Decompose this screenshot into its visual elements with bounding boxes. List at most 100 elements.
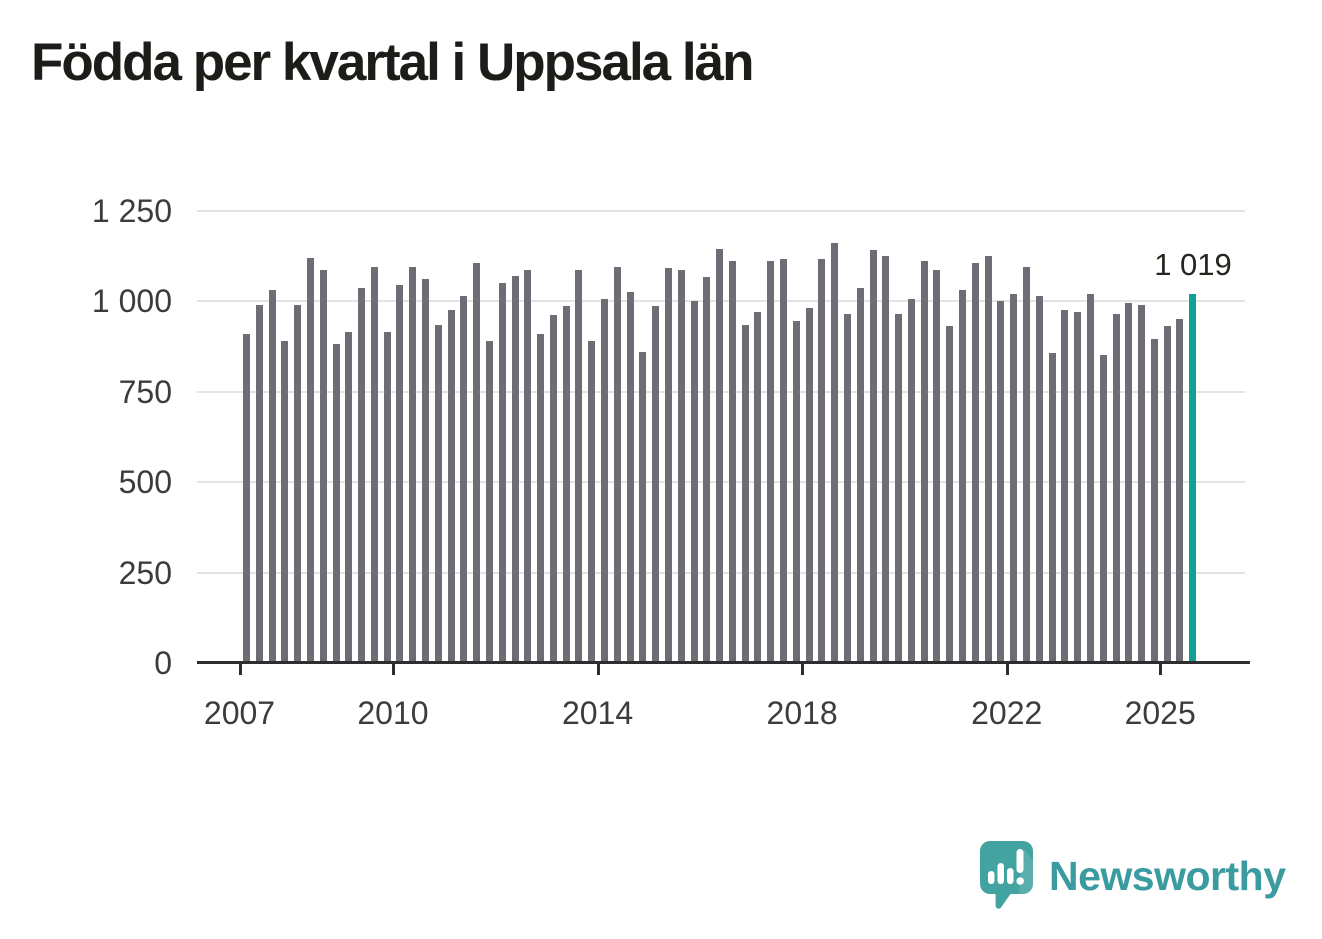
bar-2011 kv1 (447, 310, 455, 663)
x-axis-tick-2022 (1005, 664, 1009, 675)
bar-2012 kv4 (537, 333, 545, 663)
speech-bubble-bar-chart-icon (980, 841, 1033, 909)
bar-2021 kv2 (971, 262, 979, 663)
bar-2014 kv1 (601, 299, 609, 663)
bar-2013 kv2 (562, 306, 570, 663)
bar-2007 kv3 (268, 290, 276, 663)
x-axis-tick-2010 (391, 664, 395, 675)
y-axis-tick-label: 250 (118, 554, 172, 591)
bar-2015 kv4 (690, 301, 698, 663)
bar-2007 kv1 (243, 333, 250, 663)
bar-2020 kv2 (920, 261, 928, 663)
bar-2017 kv4 (792, 320, 800, 663)
x-axis-tick-label: 2022 (971, 695, 1043, 731)
x-axis-tick-2014 (596, 664, 600, 675)
bar-2017 kv3 (780, 259, 788, 663)
x-axis-tick-2018 (801, 664, 805, 675)
y-axis-tick-label: 500 (118, 464, 172, 500)
bar-2008 kv3 (319, 270, 327, 663)
bar-2022 kv2 (1023, 266, 1030, 663)
y-axis-tick-label: 0 (154, 645, 172, 681)
bar-2015 kv2 (664, 268, 672, 663)
bar-2011 kv3 (473, 262, 481, 663)
bar-2010 kv3 (422, 279, 430, 663)
x-axis-tick-label: 2018 (766, 695, 838, 731)
bar-2015 kv1 (652, 306, 660, 663)
brand-name: Newsworthy (1049, 852, 1286, 899)
bar-2024 kv1 (1112, 313, 1120, 663)
bar-2022 kv1 (1010, 293, 1018, 663)
bar-2010 kv2 (409, 266, 417, 663)
page-title: Födda per kvartal i Uppsala län (31, 33, 754, 92)
bar-2007 kv2 (255, 304, 263, 663)
bar-2024 kv2 (1125, 302, 1133, 663)
bar-2019 kv1 (856, 288, 864, 663)
bar-2014 kv3 (626, 291, 634, 663)
bar-2007 kv4 (281, 340, 289, 663)
bar-2020 kv3 (933, 270, 941, 663)
bar-2020 kv4 (946, 326, 954, 663)
bar-2013 kv4 (588, 340, 596, 663)
bar-2013 kv3 (575, 270, 583, 663)
bar-2008 kv1 (294, 304, 302, 663)
bar-2016 kv3 (728, 261, 736, 663)
bar-2018 kv4 (843, 313, 851, 663)
bar-2020 kv1 (907, 299, 915, 663)
bar-2008 kv4 (332, 344, 340, 663)
newsworthy-logo: Newsworthy (978, 840, 1286, 912)
bar-2016 kv4 (741, 324, 749, 663)
y-axis-tick-label: 1 000 (91, 283, 172, 319)
bar-2022 kv4 (1048, 353, 1056, 663)
bar-2011 kv4 (485, 340, 493, 663)
bar-2023 kv3 (1086, 293, 1094, 663)
x-axis-tick-label: 2010 (357, 695, 429, 731)
bar-2019 kv2 (869, 250, 877, 663)
bar-2025 kv2 (1176, 319, 1184, 663)
bar-2019 kv4 (895, 313, 903, 663)
bar-2011 kv2 (460, 295, 468, 663)
bar-2016 kv1 (703, 277, 711, 663)
bar-2017 kv1 (754, 311, 762, 663)
bar-2012 kv3 (524, 270, 532, 663)
y-axis-tick-label: 1 250 (91, 192, 172, 229)
y-axis-tick-label: 750 (118, 373, 172, 410)
bar-2021 kv1 (959, 290, 967, 663)
highlight-value-annotation: 1 019 (1154, 247, 1232, 282)
x-axis-tick-2007 (238, 664, 242, 675)
gridline-1250 (197, 209, 1245, 212)
bar-2018 kv1 (805, 308, 813, 663)
bar-2021 kv4 (997, 301, 1005, 663)
x-axis-line (197, 661, 1250, 664)
bar-2009 kv3 (370, 266, 378, 663)
x-axis-tick-label: 2007 (203, 695, 276, 731)
x-axis-tick-label: 2014 (561, 695, 634, 731)
bar-2024 kv3 (1138, 304, 1146, 663)
bar-2024 kv4 (1150, 339, 1158, 663)
bar-2018 kv2 (818, 259, 826, 663)
bar-2010 kv1 (396, 284, 404, 663)
highlighted-bar-2025 kv3 (1189, 294, 1197, 663)
bar-2014 kv2 (613, 266, 621, 663)
bar-2010 kv4 (434, 324, 442, 663)
bar-2023 kv1 (1061, 310, 1069, 663)
bar-2014 kv4 (639, 351, 647, 663)
bar-2015 kv3 (677, 270, 685, 663)
bar-2019 kv3 (882, 255, 890, 663)
bar-2016 kv2 (716, 248, 724, 663)
bar-2012 kv1 (498, 282, 506, 663)
x-axis-tick-label: 2025 (1124, 695, 1196, 731)
bar-2017 kv2 (767, 261, 775, 663)
bar-2009 kv1 (345, 331, 353, 663)
bar-2009 kv4 (383, 331, 391, 663)
bar-2008 kv2 (306, 257, 314, 663)
x-axis-tick-2025 (1159, 664, 1163, 675)
bar-2018 kv3 (831, 243, 839, 663)
bar-2023 kv4 (1099, 355, 1107, 663)
bar-2025 kv1 (1163, 326, 1171, 663)
bar-2009 kv2 (358, 288, 366, 663)
bar-2013 kv1 (549, 315, 557, 663)
bar-2012 kv2 (511, 275, 519, 663)
bar-2023 kv2 (1074, 311, 1082, 663)
bar-2022 kv3 (1035, 295, 1043, 663)
